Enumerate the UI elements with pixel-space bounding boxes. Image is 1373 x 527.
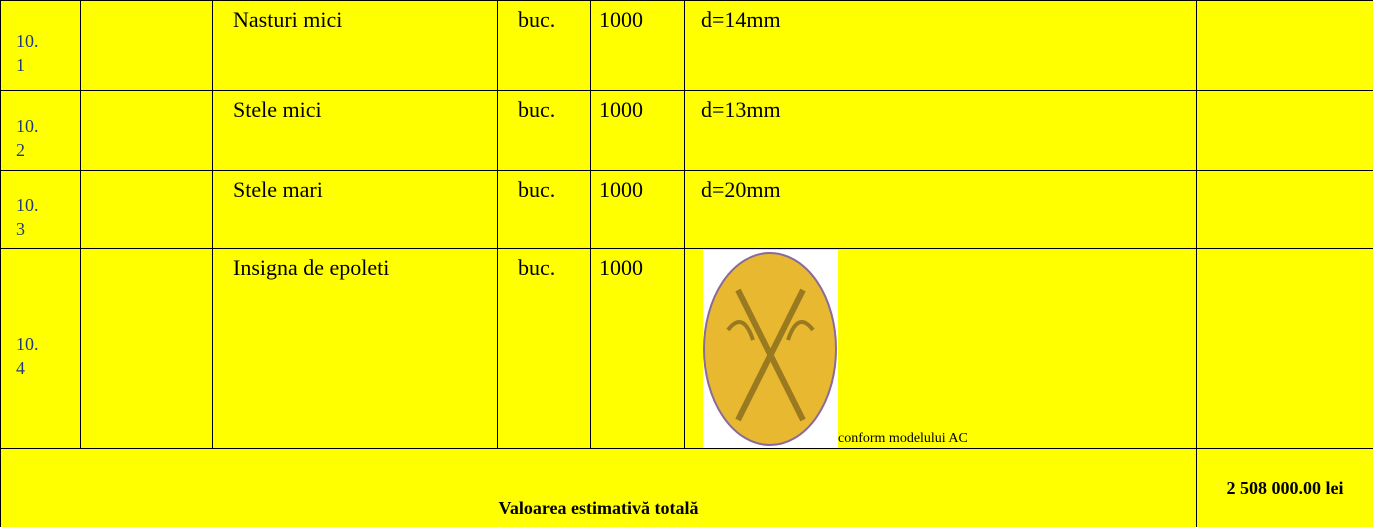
row: 10.3 Stele mari buc. 1000 d=20mm [0,170,1373,249]
item-number: 10.2 [16,115,39,160]
row: 10.2 Stele mici buc. 1000 d=13mm [0,90,1373,171]
badge-image [703,250,838,448]
item-unit: buc. [497,90,591,171]
item-number: 10.3 [16,194,39,239]
item-spec: conform modelului AC [838,431,968,446]
item-qty: 1000 [590,90,685,171]
item-unit: buc. [497,0,591,91]
item-spec: d=13mm [684,90,1197,171]
item-spec: d=20mm [684,170,1197,249]
row: 10.1 Nasturi mici buc. 1000 d=14mm [0,0,1373,91]
item-qty: 1000 [590,170,685,249]
item-name: Nasturi mici [212,0,498,91]
item-unit: buc. [497,248,591,449]
item-name: Stele mici [212,90,498,171]
item-qty: 1000 [590,248,685,449]
item-name: Insigna de epoleti [212,248,498,449]
item-name: Stele mari [212,170,498,249]
total-label: Valoarea estimativă totală [0,448,1197,527]
item-spec: d=14mm [684,0,1197,91]
item-number: 10.4 [16,333,39,378]
item-qty: 1000 [590,0,685,91]
item-number: 10.1 [16,30,39,75]
total-row: Valoarea estimativă totală 2 508 000.00 … [0,448,1373,527]
total-value: 2 508 000.00 lei [1196,448,1373,527]
row: 10.4 Insigna de epoleti buc. 1000 confor… [0,248,1373,449]
item-unit: buc. [497,170,591,249]
